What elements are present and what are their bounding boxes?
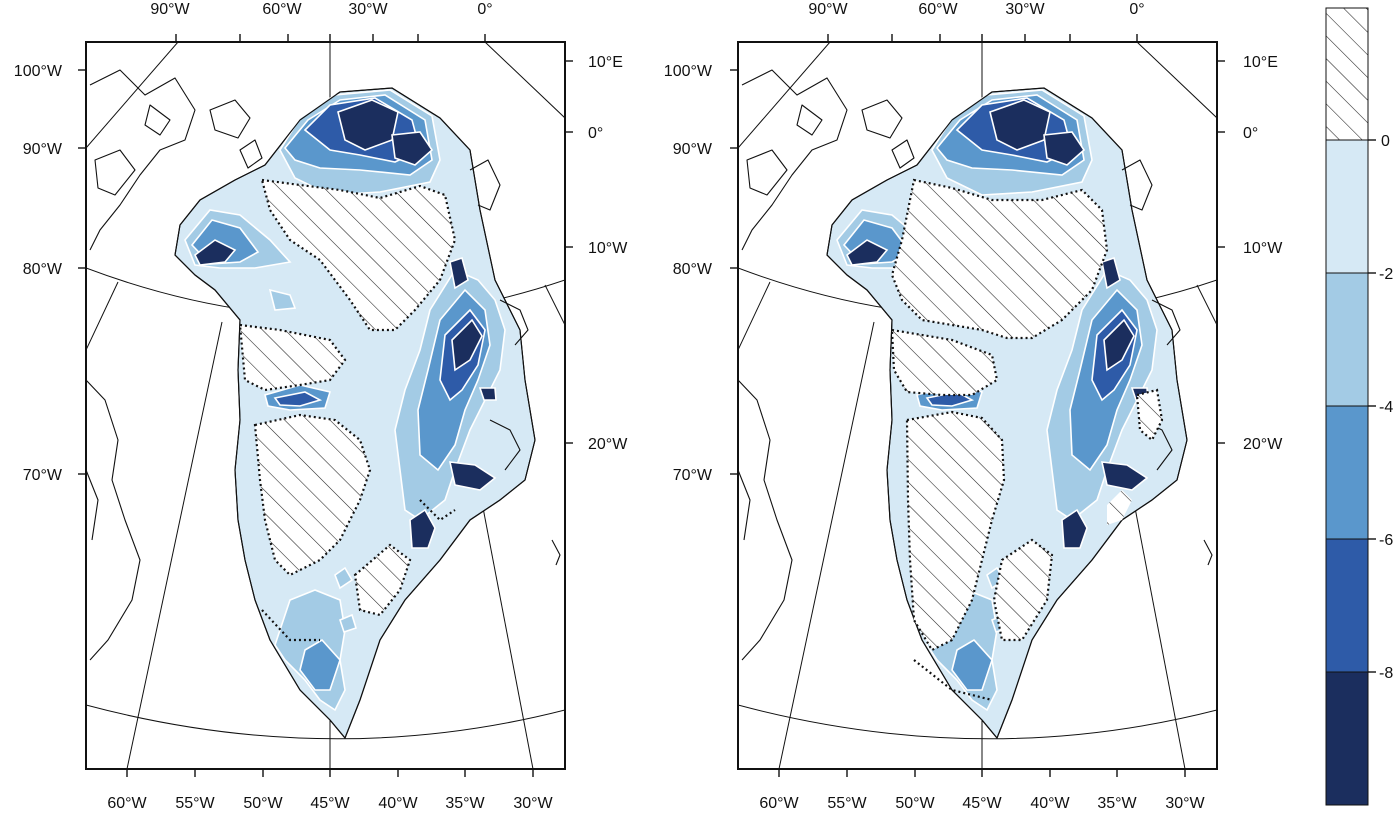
left-lon-label: 70°W — [673, 467, 713, 484]
legend-swatch — [1325, 139, 1369, 274]
right-lon-label: 20°W — [588, 436, 628, 453]
bottom-lon-label: 40°W — [1030, 795, 1070, 812]
legend-label: -2 — [1379, 266, 1393, 283]
left-lon-label: 100°W — [664, 63, 713, 80]
bottom-lon-label: 35°W — [445, 795, 485, 812]
bottom-lon-label: 55°W — [175, 795, 215, 812]
top-lon-label: 0° — [1129, 1, 1144, 18]
map-content-left — [86, 42, 565, 769]
legend-label: -8 — [1379, 665, 1393, 682]
top-lon-label: 90°W — [150, 1, 190, 18]
zero-region-left — [238, 178, 457, 642]
right-lon-label: 20°W — [1243, 436, 1283, 453]
ticks-left — [78, 34, 573, 777]
map-panel-left: 90°W 60°W 30°W 0° 100°W 90°W 80°W 70°W 1… — [14, 1, 628, 812]
map-frame-right — [737, 41, 1218, 770]
bottom-lon-label: 60°W — [759, 795, 799, 812]
legend-swatch-hatched — [1325, 7, 1369, 141]
top-lon-label: 90°W — [808, 1, 848, 18]
legend-swatch — [1325, 671, 1369, 806]
left-lon-label: 90°W — [23, 141, 63, 158]
left-lon-label: 100°W — [14, 63, 63, 80]
left-lon-label: 80°W — [23, 261, 63, 278]
bottom-lon-label: 55°W — [827, 795, 867, 812]
bottom-lon-label: 35°W — [1097, 795, 1137, 812]
left-lon-label: 70°W — [23, 467, 63, 484]
top-lon-label: 60°W — [262, 1, 302, 18]
zero-region-right — [890, 178, 1164, 702]
ticks-right — [730, 34, 1225, 777]
bottom-lon-label: 50°W — [243, 795, 283, 812]
legend-label: -6 — [1379, 532, 1393, 549]
left-lon-label: 90°W — [673, 141, 713, 158]
map-panel-right: 90°W 60°W 30°W 0° 100°W 90°W 80°W 70°W 1… — [664, 1, 1283, 812]
map-content-right — [738, 42, 1217, 769]
top-lon-label: 30°W — [348, 1, 388, 18]
left-lon-label: 80°W — [673, 261, 713, 278]
legend-swatch — [1325, 272, 1369, 407]
right-lon-label: 10°E — [588, 54, 623, 71]
legend-swatch — [1325, 538, 1369, 673]
legend-swatch — [1325, 405, 1369, 540]
right-lon-label: 10°E — [1243, 54, 1278, 71]
right-lon-label: 10°W — [1243, 240, 1283, 257]
legend-label: 0 — [1381, 133, 1390, 150]
right-lon-label: 0° — [1243, 125, 1258, 142]
bottom-lon-label: 50°W — [895, 795, 935, 812]
right-lon-label: 0° — [588, 125, 603, 142]
bottom-lon-label: 60°W — [107, 795, 147, 812]
right-lon-label: 10°W — [588, 240, 628, 257]
legend-label: -4 — [1379, 399, 1393, 416]
color-legend: 0 -2 -4 -6 -8 — [1325, 7, 1393, 806]
top-lon-label: 60°W — [918, 1, 958, 18]
map-frame-left — [85, 41, 566, 770]
bottom-lon-label: 30°W — [513, 795, 553, 812]
top-lon-label: 0° — [477, 1, 492, 18]
top-lon-label: 30°W — [1005, 1, 1045, 18]
bottom-lon-label: 40°W — [378, 795, 418, 812]
bottom-lon-label: 45°W — [310, 795, 350, 812]
bottom-lon-label: 45°W — [962, 795, 1002, 812]
bottom-lon-label: 30°W — [1165, 795, 1205, 812]
